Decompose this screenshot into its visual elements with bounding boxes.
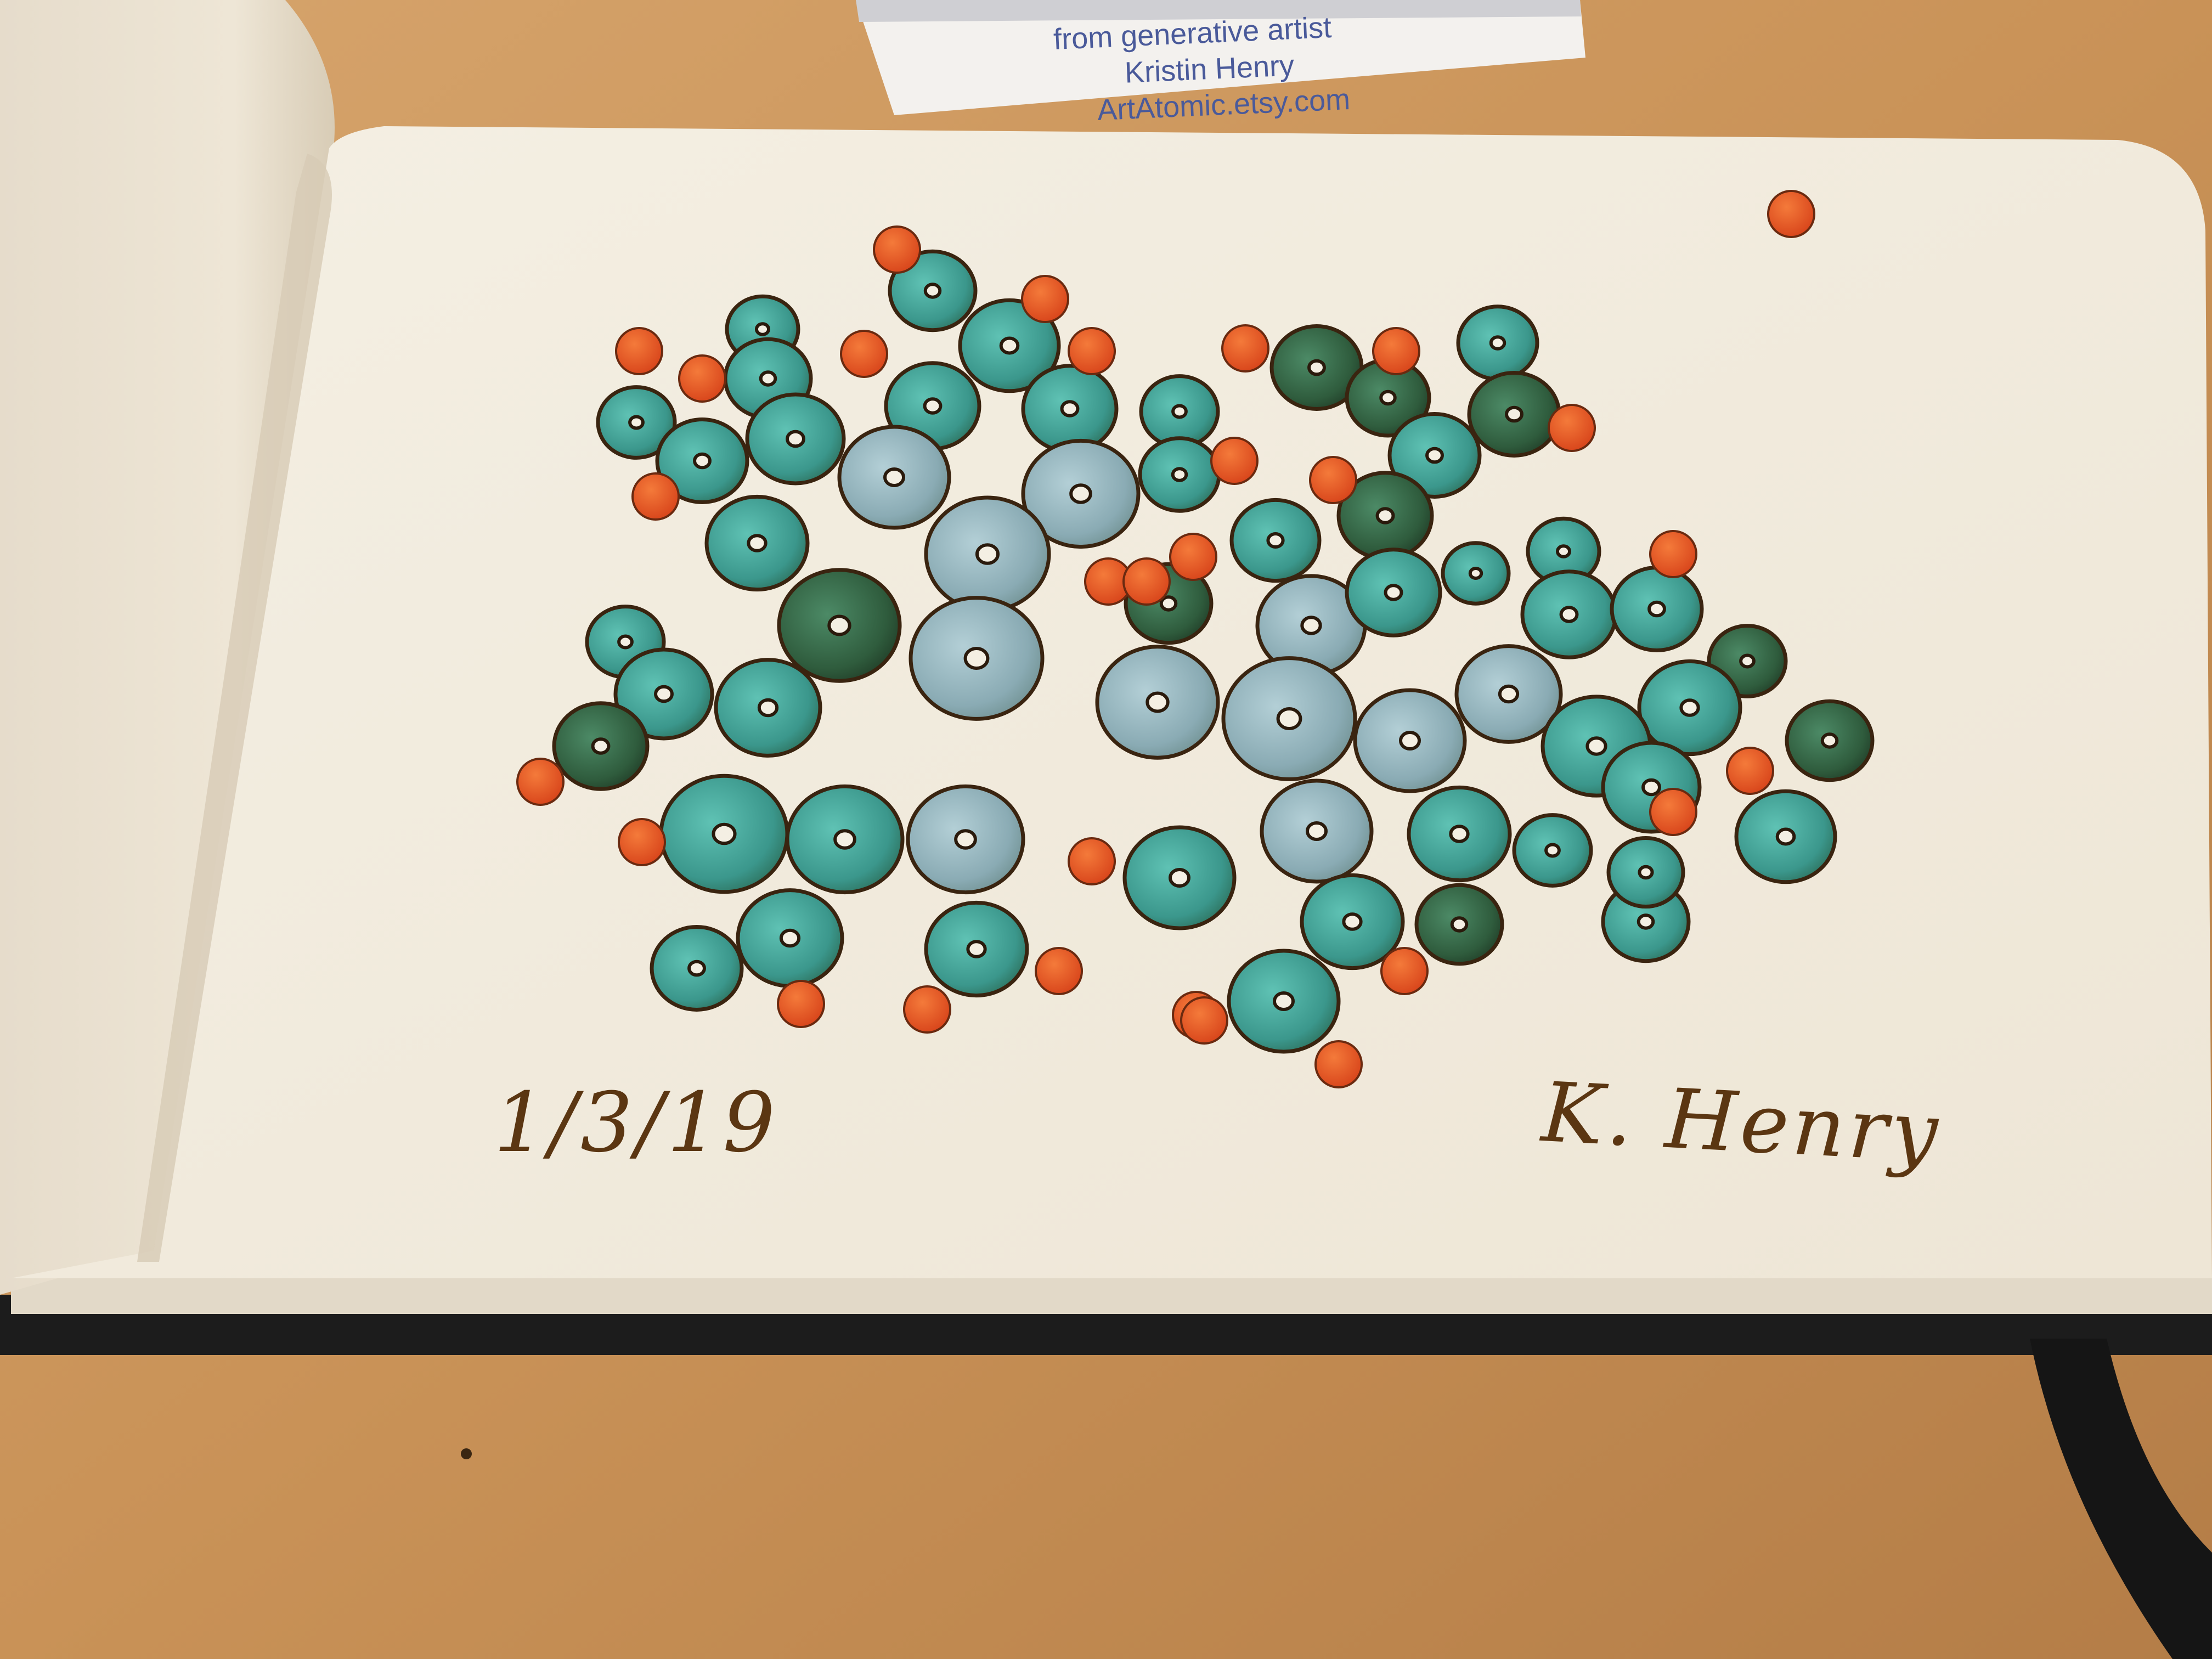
cactus-pad-center — [1505, 405, 1523, 423]
cactus-pad-center — [1425, 447, 1444, 464]
handwritten-date: 1/3/19 — [494, 1075, 778, 1171]
cactus-pad-center — [883, 467, 905, 487]
cactus-pad-center — [786, 430, 805, 448]
cactus-fruit — [1068, 837, 1116, 885]
cactus-fruit — [1649, 530, 1697, 578]
cactus-pad-center — [591, 737, 611, 755]
cactus-pad-center — [1544, 843, 1561, 858]
cactus-pad-center — [1468, 567, 1483, 580]
cactus-fruit — [840, 330, 888, 378]
cactus-fruit — [1210, 437, 1259, 485]
cactus-pad-center — [747, 534, 768, 552]
cactus-pad-center — [1739, 653, 1756, 669]
cactus-pad-center — [833, 829, 856, 850]
cactus-pad-center — [1266, 532, 1285, 549]
cactus-pad-center — [757, 698, 779, 718]
cactus-pad-center — [1171, 467, 1188, 482]
cactus-pad-center — [1450, 916, 1469, 933]
cactus-pad-center — [1171, 404, 1188, 419]
cactus-pad-center — [1069, 483, 1092, 504]
cactus-pad-center — [1647, 600, 1666, 618]
cactus-pad-center — [1555, 544, 1572, 558]
cactus-pad-center — [963, 647, 990, 670]
cactus-fruit — [1309, 456, 1357, 504]
left-page — [0, 0, 335, 1295]
cactus-pad-center — [693, 452, 712, 470]
cactus-fruit — [873, 225, 921, 274]
cactus-fruit — [1380, 947, 1429, 995]
cactus-fruit — [1221, 324, 1269, 373]
cactus-pad-center — [1342, 912, 1363, 931]
cactus-pad-center — [954, 829, 977, 850]
cactus-pad-center — [975, 543, 1000, 565]
cactus-pad-center — [1060, 400, 1080, 417]
cactus-pad-center — [754, 322, 771, 336]
cactus-fruit — [1180, 996, 1228, 1045]
cactus-fruit — [777, 980, 825, 1028]
cactus-pad-center — [759, 370, 777, 387]
cactus-fruit — [1372, 327, 1420, 375]
cactus-pad-center — [654, 685, 674, 703]
cactus-pad-center — [687, 960, 706, 977]
cactus-pad-center — [1641, 778, 1661, 797]
cactus-fruit — [903, 985, 951, 1034]
cactus-fruit — [631, 472, 680, 521]
cactus-fruit — [1314, 1040, 1363, 1088]
cactus-pad-center — [1306, 821, 1328, 841]
cactus-fruit — [1767, 190, 1815, 238]
cactus-fruit — [615, 327, 663, 375]
cactus-fruit — [618, 818, 666, 866]
cactus-pad-center — [1679, 698, 1700, 717]
cactus-pad-center — [923, 397, 943, 415]
cactus-pad-center — [628, 415, 645, 430]
cactus-pad-center — [827, 614, 851, 636]
cactus-pad-center — [966, 940, 987, 958]
cactus-pad-center — [1559, 606, 1579, 623]
cactus-pad-center — [1159, 595, 1178, 612]
business-card — [856, 0, 1585, 115]
cactus-pad-center — [1307, 359, 1326, 376]
cactus-fruit — [1548, 404, 1596, 452]
cactus-pad-center — [617, 634, 634, 650]
cactus-fruit — [1122, 557, 1171, 606]
cactus-fruit — [1649, 788, 1697, 836]
cactus-fruit — [516, 758, 565, 806]
cactus-fruit — [1726, 747, 1774, 795]
ribbon-bookmark — [2030, 1339, 2212, 1659]
cactus-pad-center — [1449, 825, 1470, 843]
cactus-pad-center — [1399, 731, 1421, 751]
cactus-pad-center — [1300, 616, 1322, 635]
cactus-pad-center — [923, 283, 942, 299]
cactus-fruit — [1169, 533, 1217, 581]
cactus-pad-center — [779, 928, 801, 948]
cactus-pad-center — [1379, 390, 1397, 406]
cactus-fruit — [1035, 947, 1083, 995]
cactus-pad-center — [1775, 827, 1796, 846]
cactus-pad-center — [1489, 335, 1506, 351]
cactus-pad-center — [1273, 991, 1295, 1011]
cactus-pad-center — [1638, 865, 1654, 880]
cactus-ink-drawing — [516, 190, 1875, 1088]
cactus-pad-center — [1384, 584, 1403, 601]
cactus-pad-center — [712, 822, 737, 845]
cactus-fruit — [678, 354, 726, 403]
cactus-pad-center — [1637, 913, 1655, 930]
cactus-pad-center — [1375, 507, 1395, 524]
cactus-pad-center — [1169, 868, 1190, 888]
cactus-pad-center — [1146, 691, 1170, 713]
cactus-pad-center — [1820, 732, 1839, 749]
cactus-pad-center — [1276, 707, 1302, 730]
cactus-pad-center — [1498, 684, 1520, 704]
cactus-fruit — [1068, 327, 1116, 375]
cactus-pad-center — [999, 336, 1020, 355]
table-speck — [461, 1448, 472, 1459]
cactus-pad-center — [1585, 736, 1607, 756]
cactus-fruit — [1021, 275, 1069, 323]
